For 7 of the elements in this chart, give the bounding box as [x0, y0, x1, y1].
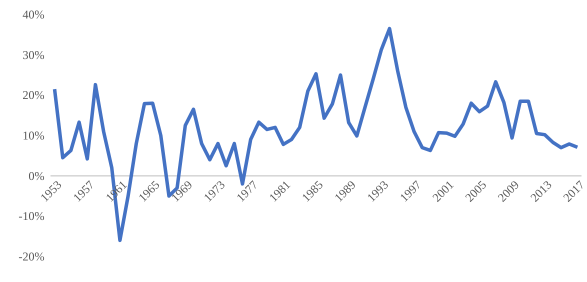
y-tick-label: 30%: [22, 48, 45, 62]
y-tick-label: 40%: [22, 8, 45, 22]
y-tick-label: -10%: [18, 209, 45, 224]
y-tick-label: 0%: [28, 168, 45, 183]
y-tick-label: 10%: [22, 128, 45, 142]
y-tick-label: -20%: [18, 250, 45, 264]
y-tick-label: 20%: [22, 88, 45, 102]
